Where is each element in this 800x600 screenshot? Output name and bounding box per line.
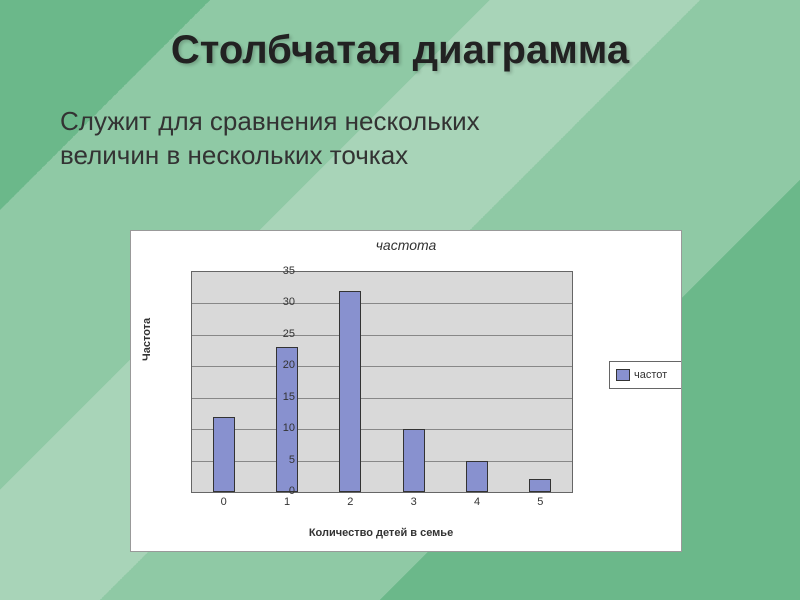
bar [403, 429, 425, 492]
grid-line [192, 398, 572, 399]
chart-container: частота Частота 012345 Количество детей … [130, 230, 682, 552]
bar [466, 461, 488, 492]
grid-line [192, 335, 572, 336]
y-tick-label: 30 [265, 296, 295, 308]
grid-line [192, 303, 572, 304]
subtitle-line-2: величин в нескольких точках [60, 140, 408, 170]
bar [213, 417, 235, 492]
y-axis-label: Частота [141, 318, 153, 361]
grid-line [192, 429, 572, 430]
slide-subtitle: Служит для сравнения нескольких величин … [60, 105, 740, 173]
x-tick-label: 1 [277, 496, 297, 508]
bar [529, 479, 551, 492]
x-axis-label: Количество детей в семье [191, 527, 571, 539]
bar [339, 291, 361, 492]
plot-area: 012345 [191, 271, 573, 493]
y-tick-label: 0 [265, 485, 295, 497]
slide-container: Столбчатая диаграмма Служит для сравнени… [0, 0, 800, 600]
y-tick-label: 5 [265, 454, 295, 466]
x-tick-label: 0 [214, 496, 234, 508]
grid-line [192, 461, 572, 462]
y-tick-label: 25 [265, 328, 295, 340]
x-tick-label: 3 [404, 496, 424, 508]
legend-swatch [616, 369, 630, 381]
grid-line [192, 366, 572, 367]
y-tick-label: 10 [265, 422, 295, 434]
y-tick-label: 20 [265, 359, 295, 371]
x-tick-label: 2 [340, 496, 360, 508]
subtitle-line-1: Служит для сравнения нескольких [60, 106, 480, 136]
legend-label: частот [634, 369, 667, 381]
x-tick-label: 4 [467, 496, 487, 508]
y-tick-label: 35 [265, 265, 295, 277]
y-tick-label: 15 [265, 391, 295, 403]
legend: частот [609, 361, 681, 389]
x-tick-label: 5 [530, 496, 550, 508]
slide-title: Столбчатая диаграмма [0, 0, 800, 73]
chart-title: частота [131, 237, 681, 253]
